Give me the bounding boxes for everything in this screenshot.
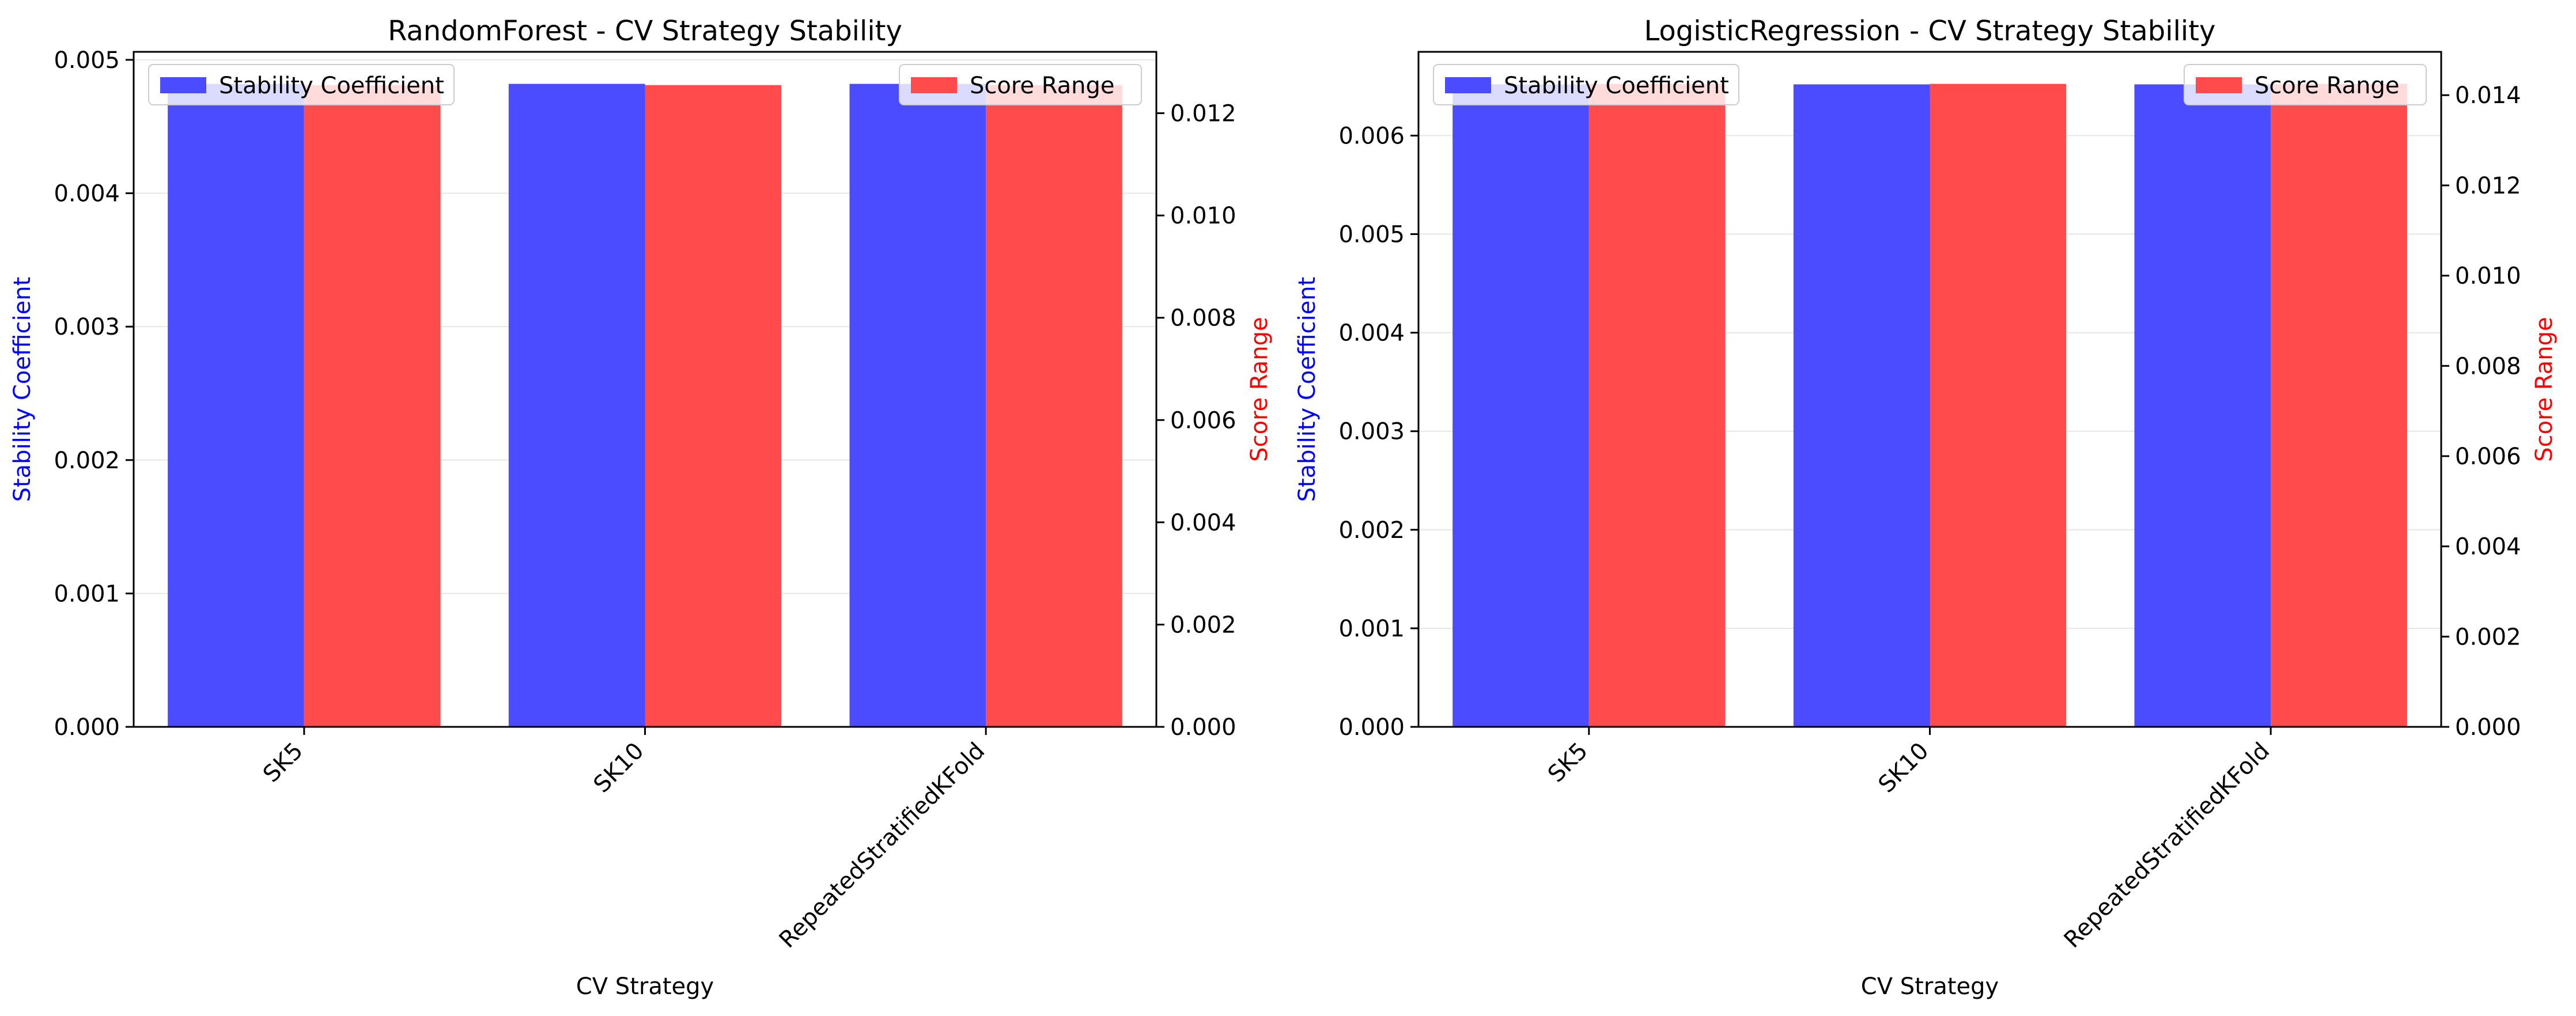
chart-title: LogisticRegression - CV Strategy Stabili… xyxy=(1644,15,2216,47)
left-tick-label: 0.005 xyxy=(1338,222,1405,248)
legend-swatch xyxy=(1445,77,1491,93)
x-axis-label: CV Strategy xyxy=(1861,973,1999,1000)
left-tick-label: 0.005 xyxy=(54,47,120,74)
legend-label: Score Range xyxy=(970,73,1115,99)
range-bar xyxy=(304,85,441,727)
right-tick-label: 0.006 xyxy=(2455,443,2521,470)
left-tick-label: 0.002 xyxy=(1338,517,1405,544)
left-tick-label: 0.002 xyxy=(54,448,120,474)
subplot-0: 0.000 0.001 0.002 0.003 0.004 0.005 0.000 0.002… xyxy=(9,15,1273,1000)
stability-bar xyxy=(1452,84,1589,727)
right-tick-label: 0.008 xyxy=(1170,305,1236,332)
right-tick-label: 0.012 xyxy=(2455,173,2521,199)
stability-bar xyxy=(849,84,986,727)
subplot-1: 0.000 0.001 0.002 0.003 0.004 0.005 0.006 0.000… xyxy=(1294,15,2558,1000)
x-tick-label: SK5 xyxy=(1543,738,1593,788)
legend-swatch xyxy=(911,77,957,93)
right-tick-label: 0.004 xyxy=(1170,510,1236,536)
x-tick-label: RepeatedStratifiedKFold xyxy=(774,738,990,954)
chart-title: RandomForest - CV Strategy Stability xyxy=(388,15,902,47)
left-y-axis-label: Stability Coefficient xyxy=(1294,277,1321,502)
x-tick-label: RepeatedStratifiedKFold xyxy=(2059,738,2275,954)
legend-box xyxy=(148,64,455,105)
legend-label: Stability Coefficient xyxy=(1504,73,1729,99)
left-tick-label: 0.004 xyxy=(54,181,120,207)
legend-box xyxy=(899,64,1142,105)
range-bar xyxy=(1930,84,2067,727)
left-tick-label: 0.003 xyxy=(54,314,120,340)
right-tick-label: 0.008 xyxy=(2455,353,2521,380)
range-bar xyxy=(986,85,1122,727)
legend-label: Stability Coefficient xyxy=(219,73,444,99)
x-tick-label: SK10 xyxy=(589,738,649,798)
stability-bar xyxy=(508,84,645,727)
stability-bar xyxy=(1793,84,1930,727)
legend-right: Score Range xyxy=(2184,64,2427,105)
left-y-axis-label: Stability Coefficient xyxy=(9,277,36,502)
left-tick-label: 0.004 xyxy=(1338,320,1405,347)
left-tick-label: 0.000 xyxy=(1338,714,1405,741)
right-tick-label: 0.006 xyxy=(1170,407,1236,434)
legend-swatch xyxy=(2196,77,2242,93)
legend-swatch xyxy=(160,77,206,93)
right-tick-label: 0.000 xyxy=(1170,714,1236,741)
right-tick-label: 0.012 xyxy=(1170,101,1236,127)
x-tick-label: SK10 xyxy=(1874,738,1934,798)
legend-left: Stability Coefficient xyxy=(148,64,455,105)
stability-bar xyxy=(168,84,304,727)
range-bar xyxy=(2271,84,2407,727)
legend-left: Stability Coefficient xyxy=(1433,64,1739,105)
range-bar xyxy=(1588,84,1726,727)
x-tick-label: SK5 xyxy=(258,738,308,788)
right-y-axis-label: Score Range xyxy=(1246,317,1273,462)
left-tick-label: 0.003 xyxy=(1338,419,1405,445)
right-tick-label: 0.002 xyxy=(1170,612,1236,638)
right-tick-label: 0.010 xyxy=(1170,203,1236,229)
left-tick-label: 0.000 xyxy=(54,714,120,741)
left-tick-label: 0.001 xyxy=(54,581,120,607)
legend-right: Score Range xyxy=(899,64,1142,105)
stability-bar xyxy=(2134,84,2271,727)
right-tick-label: 0.010 xyxy=(2455,263,2521,290)
legend-box xyxy=(1433,64,1739,105)
left-tick-label: 0.006 xyxy=(1338,123,1405,149)
right-y-axis-label: Score Range xyxy=(2531,317,2558,462)
x-axis-label: CV Strategy xyxy=(576,973,714,1000)
range-bar xyxy=(645,85,782,727)
right-tick-label: 0.000 xyxy=(2455,714,2521,741)
right-tick-label: 0.014 xyxy=(2455,82,2521,109)
right-tick-label: 0.004 xyxy=(2455,534,2521,560)
legend-box xyxy=(2184,64,2427,105)
right-tick-label: 0.002 xyxy=(2455,624,2521,650)
left-tick-label: 0.001 xyxy=(1338,616,1405,642)
legend-label: Score Range xyxy=(2255,73,2400,99)
